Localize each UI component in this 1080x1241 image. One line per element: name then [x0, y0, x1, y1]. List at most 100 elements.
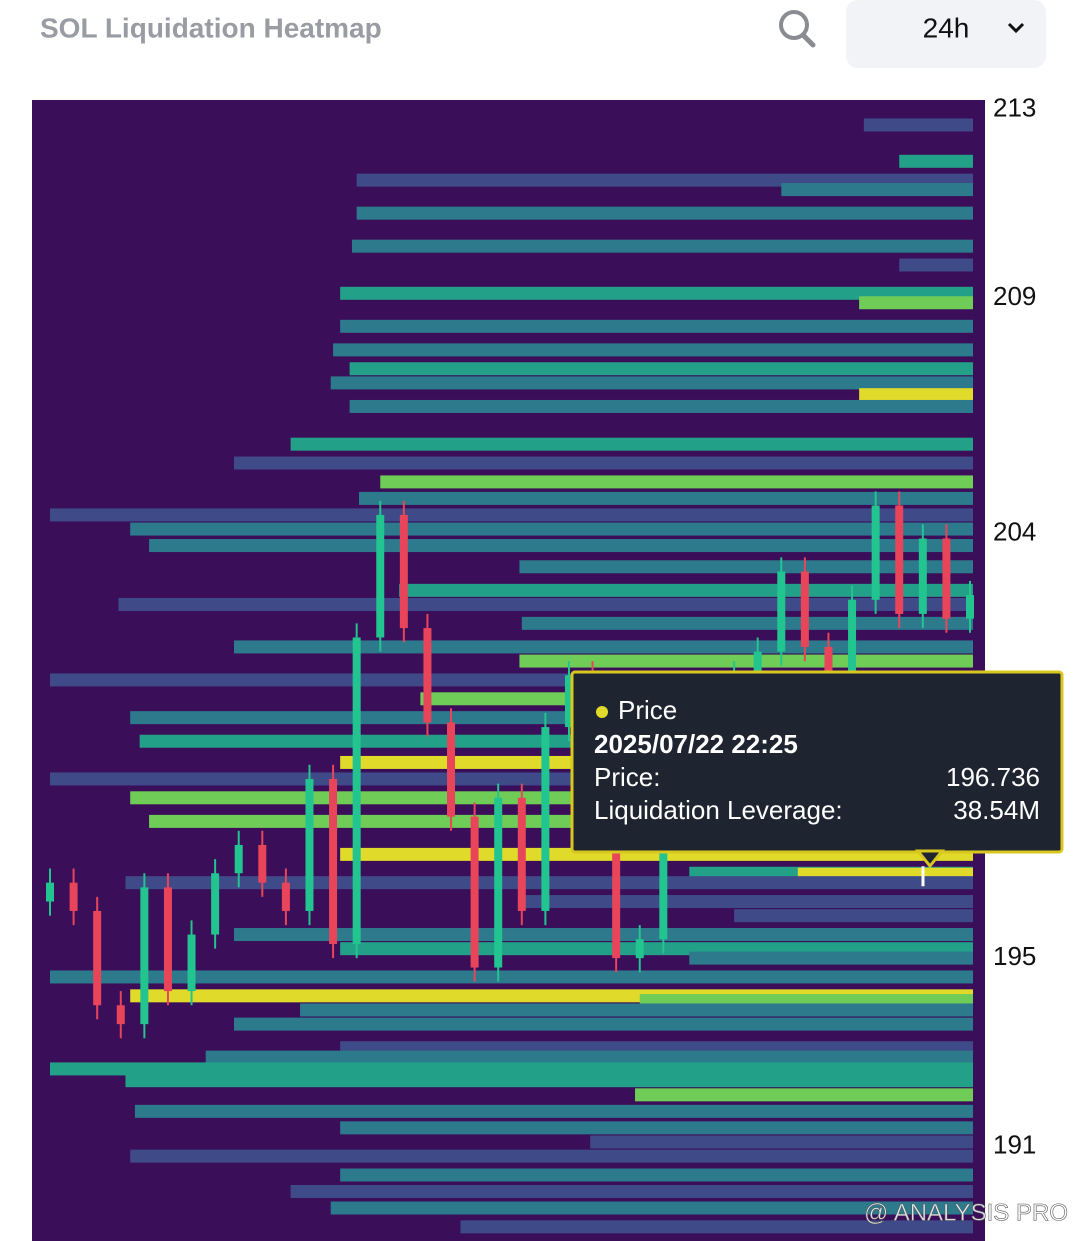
- candle-body: [612, 816, 621, 959]
- liquidation-band: [899, 258, 973, 272]
- liquidation-band: [290, 1184, 974, 1198]
- liquidation-band: [519, 895, 973, 909]
- dropdown-chevron: [1007, 22, 1025, 34]
- liquidation-band: [460, 1220, 973, 1234]
- liquidation-band: [330, 376, 973, 390]
- liquidation-band: [340, 319, 974, 333]
- liquidation-band: [399, 583, 974, 597]
- liquidation-band: [234, 456, 973, 470]
- candle-body: [423, 628, 432, 723]
- y-axis: 191 195 204 209 213: [985, 92, 1036, 1160]
- liquidation-band: [290, 437, 974, 451]
- y-tick-label: 191: [993, 1130, 1036, 1160]
- liquidation-band: [519, 654, 973, 668]
- liquidation-band: [349, 399, 974, 413]
- tooltip-price-label: Price:: [594, 762, 660, 792]
- tooltip-pointer: [914, 849, 946, 869]
- liquidation-band: [149, 539, 974, 553]
- liquidation-band: [330, 1201, 973, 1215]
- candle-body: [329, 778, 338, 944]
- liquidation-band: [859, 388, 973, 402]
- timeframe-dropdown[interactable]: 24h: [846, 0, 1046, 68]
- liquidation-band: [234, 1017, 973, 1031]
- tooltip-leverage-label: Liquidation Leverage:: [594, 795, 843, 825]
- candle-body: [494, 797, 503, 968]
- y-tick-label: 209: [993, 281, 1036, 311]
- candle-body: [46, 882, 54, 902]
- liquidation-band: [899, 154, 973, 168]
- watermark: @ ANALYSIS PRO: [864, 1199, 1068, 1226]
- tooltip-price: 196.736: [946, 762, 1040, 792]
- liquidation-band: [340, 286, 974, 300]
- candle-body: [447, 722, 456, 817]
- liquidation-band: [519, 560, 973, 574]
- candle-body: [470, 816, 479, 968]
- liquidation-band: [130, 522, 973, 536]
- y-tick-label: 213: [993, 92, 1036, 122]
- candle-body: [234, 844, 243, 874]
- candle-body: [352, 637, 361, 944]
- candle-body: [281, 882, 290, 911]
- liquidation-band: [205, 1050, 973, 1064]
- liquidation-band: [50, 508, 973, 522]
- y-tick-label: 195: [993, 941, 1036, 971]
- candle-body: [966, 595, 974, 619]
- candle-body: [942, 538, 951, 619]
- candle-body: [800, 571, 809, 647]
- candle-body: [824, 646, 833, 685]
- candle-body: [895, 505, 904, 614]
- liquidation-band: [689, 951, 973, 965]
- tooltip-box: [570, 670, 1064, 854]
- liquidation-band: [521, 616, 973, 630]
- liquidation-band: [340, 1121, 974, 1135]
- liquidation-band: [333, 343, 974, 357]
- candle-body: [93, 910, 102, 1006]
- candle-body: [918, 538, 927, 614]
- liquidation-band: [234, 640, 973, 654]
- candle-body: [635, 939, 644, 959]
- liquidation-band: [356, 206, 974, 220]
- candle-body: [517, 797, 526, 911]
- candle-body: [305, 778, 314, 911]
- dropdown-value: 24h: [923, 12, 970, 43]
- tooltip-dot: [596, 706, 608, 718]
- search-button[interactable]: [779, 10, 816, 48]
- liquidation-band: [635, 1088, 973, 1102]
- search-icon-handle: [800, 32, 816, 48]
- candle-body: [258, 844, 267, 883]
- tooltip: Price 2025/07/22 22:25 Price: 196.736 Li…: [570, 670, 1064, 887]
- liquidation-band: [50, 970, 973, 984]
- candle-body: [871, 505, 880, 600]
- tooltip-leverage: 38.54M: [953, 795, 1040, 825]
- liquidation-band: [118, 597, 973, 611]
- candle-body: [376, 514, 385, 638]
- dropdown-box: [846, 0, 1046, 68]
- liquidation-band: [50, 1062, 973, 1076]
- liquidation-band: [859, 296, 973, 310]
- candle-body: [399, 514, 408, 629]
- liquidation-band: [351, 239, 973, 253]
- liquidation-band: [130, 1149, 973, 1163]
- candle-body: [659, 793, 668, 940]
- candle-body: [564, 675, 573, 728]
- candle-body: [211, 873, 220, 935]
- tooltip-heading: Price: [618, 695, 677, 725]
- liquidation-band: [349, 362, 974, 376]
- candle-body: [116, 1005, 125, 1025]
- search-icon: [779, 10, 809, 40]
- liquidation-band: [300, 1003, 973, 1017]
- liquidation-band: [340, 1168, 974, 1182]
- liquidation-band: [134, 1104, 973, 1118]
- chart-title: SOL Liquidation Heatmap: [40, 12, 382, 43]
- liquidation-band: [781, 183, 973, 197]
- candle-body: [777, 571, 786, 652]
- candle-body: [753, 651, 762, 676]
- liquidation-band: [125, 1074, 973, 1088]
- tooltip-time: 2025/07/22 22:25: [594, 729, 798, 759]
- candle-body: [541, 727, 550, 911]
- y-tick-label: 204: [993, 517, 1036, 547]
- liquidation-band: [380, 475, 973, 489]
- candle-body: [163, 887, 172, 992]
